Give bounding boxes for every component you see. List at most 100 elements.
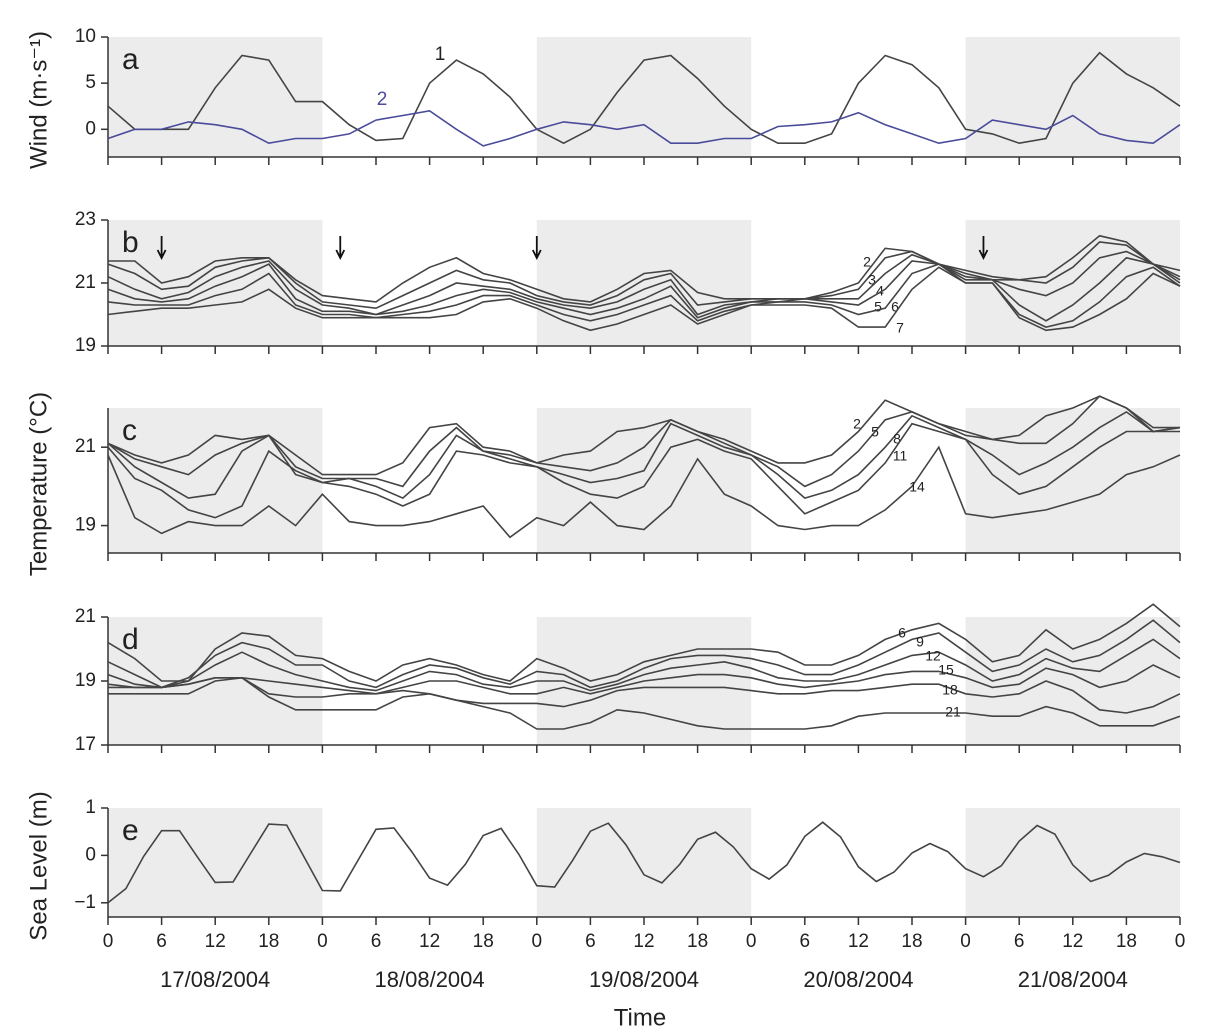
series-label: 5	[874, 299, 882, 315]
x-tick-label: 0	[746, 931, 757, 952]
data-line	[107, 250, 1181, 316]
x-tick-label: 12	[205, 931, 226, 952]
y-tick-label: 0	[85, 844, 96, 865]
x-tick-label: 18	[1116, 931, 1137, 952]
data-line	[107, 256, 1181, 322]
series-label: 2	[377, 89, 388, 110]
night-shading	[965, 408, 1180, 553]
x-tick-label: 6	[156, 931, 167, 952]
y-axis-title: Sea Level (m)	[25, 791, 52, 940]
series-label: 11	[893, 448, 908, 464]
panel-label: e	[122, 814, 139, 847]
data-line	[107, 664, 1181, 695]
x-tick-label: 12	[419, 931, 440, 952]
data-line	[107, 422, 1180, 519]
y-tick-label: 19	[75, 670, 96, 691]
data-line	[108, 676, 1181, 730]
series-label: 5	[871, 424, 879, 440]
y-axis-title: Wind (m·s⁻¹)	[25, 31, 52, 169]
data-line	[107, 395, 1181, 488]
y-tick-label: 21	[75, 436, 96, 457]
y-tick-label: 21	[75, 272, 96, 293]
y-tick-label: 1	[85, 797, 96, 818]
series-label: 15	[938, 662, 954, 678]
data-line	[107, 638, 1181, 692]
series-label: 2	[863, 254, 871, 270]
x-tick-label: 0	[532, 931, 543, 952]
data-line	[107, 266, 1181, 332]
night-shading	[108, 37, 323, 157]
data-line	[107, 619, 1181, 689]
data-line	[107, 109, 1181, 147]
panel-label: b	[122, 226, 139, 259]
series-label: 18	[942, 682, 958, 698]
data-line	[108, 677, 1181, 714]
night-shading	[965, 617, 1180, 745]
series-label: 3	[868, 272, 876, 288]
arrow	[335, 236, 346, 261]
y-tick-label: 5	[85, 72, 96, 93]
day-label: 19/08/2004	[589, 967, 699, 992]
series-label: 2	[853, 416, 861, 432]
data-line	[108, 234, 1181, 303]
y-tick-label: 23	[75, 209, 96, 230]
day-label: 21/08/2004	[1018, 967, 1128, 992]
y-tick-label: 17	[75, 734, 96, 755]
data-line	[107, 445, 1181, 539]
x-tick-label: 6	[800, 931, 811, 952]
night-shading	[108, 408, 323, 553]
arrow	[978, 236, 989, 261]
series-label: 14	[909, 479, 925, 495]
x-tick-label: 0	[103, 931, 114, 952]
day-label: 18/08/2004	[375, 967, 485, 992]
x-tick-label: 0	[1175, 931, 1186, 952]
x-tick-label: 18	[901, 931, 922, 952]
data-line	[107, 395, 1180, 476]
x-tick-label: 18	[687, 931, 708, 952]
night-shading	[536, 808, 752, 917]
x-tick-label: 12	[1062, 931, 1083, 952]
night-shading	[536, 408, 752, 553]
day-label: 17/08/2004	[160, 967, 270, 992]
day-label: 20/08/2004	[803, 967, 913, 992]
y-tick-label: 19	[75, 515, 96, 536]
y-tick-label: 0	[85, 118, 96, 139]
night-shading	[108, 220, 323, 346]
series-label: 6	[891, 299, 899, 315]
series-label: 4	[876, 283, 884, 299]
data-line	[107, 410, 1181, 500]
series-label: 7	[896, 320, 904, 336]
panel-label: d	[122, 623, 139, 656]
arrow	[156, 236, 167, 261]
panel-label: a	[122, 43, 139, 76]
series-label: 1	[435, 44, 446, 65]
y-tick-label: 21	[75, 606, 96, 627]
x-tick-label: 18	[473, 931, 494, 952]
series-label: 9	[916, 634, 924, 650]
x-tick-label: 6	[371, 931, 382, 952]
night-shading	[965, 808, 1180, 917]
data-line	[107, 241, 1181, 310]
x-tick-label: 12	[848, 931, 869, 952]
x-tick-label: 0	[317, 931, 328, 952]
y-tick-label: 19	[75, 335, 96, 356]
x-tick-label: 6	[1014, 931, 1025, 952]
data-line	[107, 821, 1181, 904]
x-tick-label: 12	[633, 931, 654, 952]
series-label: 21	[945, 704, 961, 720]
x-tick-label: 6	[585, 931, 596, 952]
arrow	[531, 236, 542, 261]
y-tick-label: −1	[74, 892, 96, 913]
night-shading	[965, 37, 1180, 157]
data-line	[107, 603, 1181, 682]
series-label: 6	[898, 625, 906, 641]
x-axis-title: Time	[614, 1004, 666, 1031]
series-label: 8	[893, 431, 901, 447]
y-tick-label: 10	[75, 26, 96, 47]
y-axis-title: Temperature (°C)	[25, 392, 52, 576]
night-shading	[536, 220, 752, 346]
x-tick-label: 0	[960, 931, 971, 952]
x-tick-label: 18	[258, 931, 279, 952]
panel-label: c	[122, 414, 137, 447]
